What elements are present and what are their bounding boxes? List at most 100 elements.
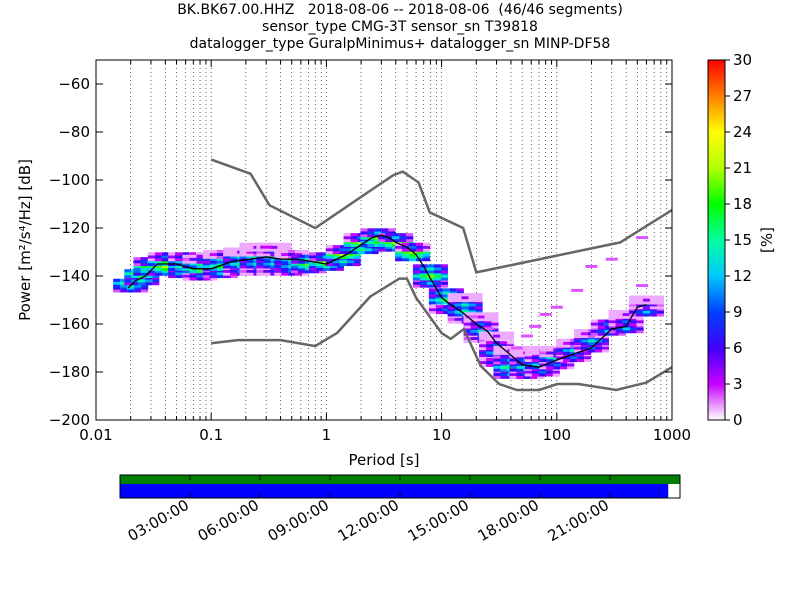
density-cell <box>597 332 605 336</box>
density-cell <box>435 298 443 302</box>
density-cell <box>412 274 420 278</box>
density-cell <box>470 318 478 322</box>
density-cell <box>537 375 545 379</box>
density-cell <box>246 253 254 257</box>
density-cell <box>433 264 441 268</box>
density-cell <box>325 260 333 264</box>
density-cell <box>580 342 588 346</box>
plot-frame <box>95 59 673 421</box>
density-cell <box>274 249 282 254</box>
density-cell <box>308 267 316 271</box>
density-cell <box>263 272 271 276</box>
density-cell <box>256 250 264 254</box>
density-cell <box>611 332 619 336</box>
density-cell <box>353 260 361 264</box>
density-cell <box>423 248 431 252</box>
density-cell <box>463 312 471 316</box>
density-cell <box>332 262 340 267</box>
density-cell <box>406 240 414 244</box>
density-cell <box>433 267 441 271</box>
timeline-tick-label: 18:00:00 <box>475 496 542 545</box>
density-cell <box>189 257 197 261</box>
density-cell <box>465 315 478 319</box>
density-cell <box>202 257 210 261</box>
density-cell <box>263 250 271 254</box>
density-cell <box>288 252 296 256</box>
density-cell <box>649 295 657 299</box>
density-cell <box>468 306 476 310</box>
density-cell <box>284 245 292 249</box>
density-cell <box>152 282 160 286</box>
density-cell <box>524 363 532 367</box>
density-cell <box>524 366 532 370</box>
density-cell <box>305 257 313 261</box>
density-cell <box>270 242 278 246</box>
density-cell <box>239 248 247 252</box>
density-cell <box>256 258 264 262</box>
density-cell <box>584 356 592 360</box>
density-cell <box>124 274 132 279</box>
density-cell <box>507 344 515 348</box>
nlnm-line <box>211 277 672 392</box>
density-cell <box>426 264 434 268</box>
density-cell <box>175 252 183 256</box>
density-cell <box>175 255 183 259</box>
density-cell <box>274 252 282 256</box>
density-cell <box>435 310 443 315</box>
density-cell <box>209 252 217 256</box>
density-cell <box>563 356 571 360</box>
density-cell <box>491 329 499 333</box>
density-cell <box>470 336 478 340</box>
density-cell <box>270 248 278 252</box>
density-cell <box>500 375 508 379</box>
density-cell <box>161 255 169 259</box>
density-cell <box>539 312 552 316</box>
density-cell <box>140 262 148 267</box>
density-cell <box>500 331 508 335</box>
density-cell <box>161 267 169 271</box>
density-cell <box>584 351 592 355</box>
density-cell <box>552 370 560 374</box>
density-cell <box>442 291 450 295</box>
density-cell <box>140 257 148 261</box>
density-cell <box>295 249 303 254</box>
density-cell <box>500 334 508 338</box>
density-cell <box>433 270 441 274</box>
density-cell <box>531 348 539 352</box>
density-cell <box>477 312 485 316</box>
density-cell <box>454 310 462 314</box>
x-axis-label: Period [s] <box>348 451 419 469</box>
density-cell <box>433 284 441 288</box>
density-cell <box>161 260 169 264</box>
density-cell <box>435 294 443 298</box>
density-cell <box>656 295 664 299</box>
density-cell <box>580 329 588 333</box>
density-cell <box>343 243 351 247</box>
colorbar-tick-label: 12 <box>733 267 752 285</box>
density-cell <box>288 272 296 276</box>
density-cell <box>308 262 316 267</box>
density-cell <box>454 293 462 297</box>
density-cell <box>124 272 132 276</box>
density-cell <box>649 303 657 307</box>
density-cell <box>636 322 644 327</box>
density-cell <box>302 272 310 276</box>
density-cell <box>520 334 533 338</box>
density-cell <box>154 269 162 273</box>
density-cell <box>560 363 568 367</box>
density-cell <box>325 252 333 256</box>
density-cell <box>636 236 649 240</box>
density-cell <box>140 264 148 268</box>
density-cell <box>381 231 389 235</box>
density-cell <box>312 270 320 274</box>
density-cell <box>246 262 254 266</box>
title-line-2: sensor_type CMG-3T sensor_sn T39818 <box>262 19 538 35</box>
density-cell <box>385 240 393 244</box>
density-cell <box>134 284 142 288</box>
density-cell <box>435 308 443 312</box>
density-cell <box>500 351 508 355</box>
density-cell <box>416 250 424 254</box>
density-cell <box>419 277 427 281</box>
density-cell <box>374 240 382 244</box>
density-cell <box>175 258 183 262</box>
